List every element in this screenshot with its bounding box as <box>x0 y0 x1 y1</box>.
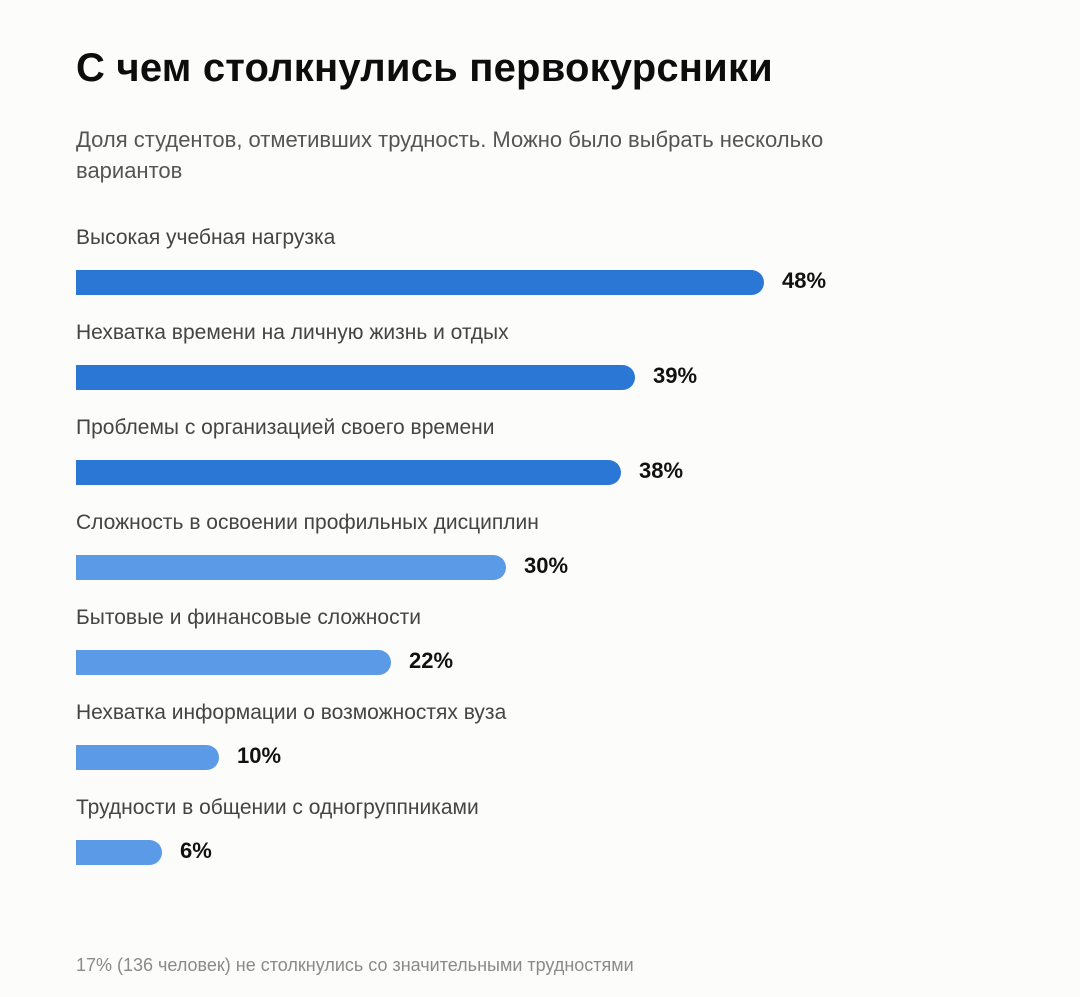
footnote: 17% (136 человек) не столкнулись со знач… <box>76 955 634 975</box>
bar-row: Бытовые и финансовые сложности 22% <box>76 602 976 697</box>
value-label: 22% <box>409 648 454 673</box>
bar <box>76 460 621 485</box>
value-label: 48% <box>782 268 827 293</box>
bar <box>76 745 219 770</box>
category-label: Нехватка времени на личную жизнь и отдых <box>76 321 509 344</box>
category-label: Нехватка информации о возможностях вуза <box>76 701 507 724</box>
category-label: Сложность в освоении профильных дисципли… <box>76 511 539 534</box>
bar <box>76 555 506 580</box>
bar-row: Высокая учебная нагрузка 48% <box>76 222 976 317</box>
category-label: Трудности в общении с одногруппниками <box>76 796 479 819</box>
bar-row: Трудности в общении с одногруппниками 6% <box>76 792 976 887</box>
value-label: 30% <box>524 553 569 578</box>
value-label: 39% <box>653 363 698 388</box>
bar-row: Сложность в освоении профильных дисципли… <box>76 507 976 602</box>
bar <box>76 650 391 675</box>
value-label: 10% <box>237 743 282 768</box>
bar-row: Проблемы с организацией своего времени 38… <box>76 412 976 507</box>
chart-subtitle: Доля студентов, отметивших трудность. Мо… <box>76 127 824 183</box>
bar <box>76 270 764 295</box>
bar <box>76 840 162 865</box>
category-label: Бытовые и финансовые сложности <box>76 606 421 629</box>
bar-row: Нехватка времени на личную жизнь и отдых… <box>76 317 976 412</box>
bar-row: Нехватка информации о возможностях вуза 1… <box>76 697 976 792</box>
value-label: 38% <box>639 458 684 483</box>
bar <box>76 365 635 390</box>
value-label: 6% <box>180 838 212 863</box>
category-label: Проблемы с организацией своего времени <box>76 416 495 439</box>
category-label: Высокая учебная нагрузка <box>76 226 336 249</box>
chart-title: С чем столкнулись первокурсники <box>76 46 773 90</box>
